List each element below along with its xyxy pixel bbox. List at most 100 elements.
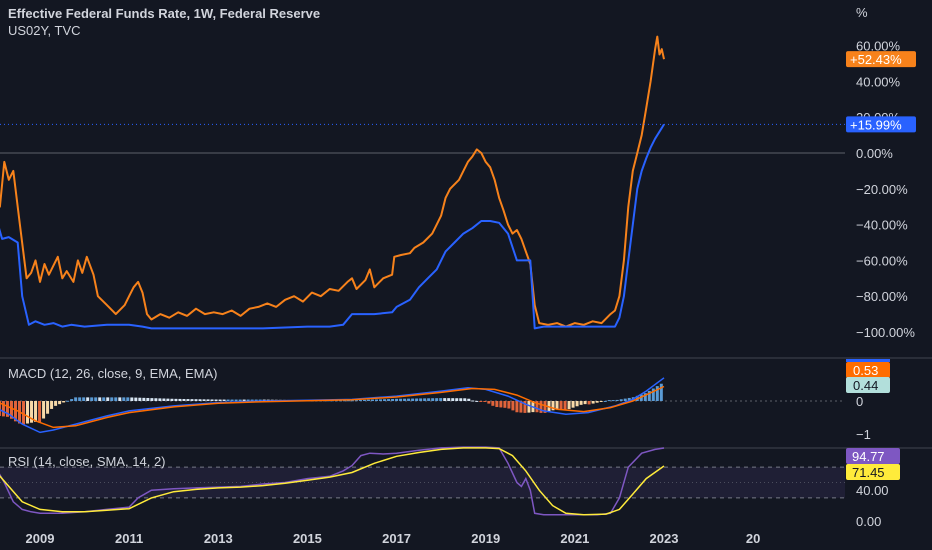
macd-histogram-bar	[194, 399, 198, 401]
macd-histogram-bar	[258, 399, 262, 401]
macd-histogram-bar	[459, 398, 463, 401]
macd-histogram-bar	[342, 400, 346, 402]
macd-histogram-bar	[190, 399, 194, 401]
effr-series-line[interactable]	[0, 35, 665, 328]
macd-histogram-bar	[166, 398, 170, 401]
macd-histogram-bar	[471, 400, 475, 402]
macd-histogram-bar	[427, 398, 431, 401]
effr-last-value-label: +52.43%	[850, 52, 902, 67]
macd-last-value-badge	[846, 362, 890, 378]
macd-histogram-bar	[94, 397, 98, 401]
macd-signal-line[interactable]	[0, 385, 665, 429]
macd-histogram-bar	[186, 399, 190, 401]
macd-histogram-bar	[198, 399, 202, 401]
macd-histogram-bar	[162, 398, 166, 401]
macd-histogram-bar	[411, 398, 415, 401]
macd-histogram-bar	[491, 401, 495, 406]
macd-histogram-bar	[158, 398, 162, 401]
macd-histogram-bar	[559, 401, 563, 410]
macd-histogram-bar	[487, 401, 491, 404]
macd-histogram-bar	[483, 401, 487, 402]
rsi-last-value-badge	[846, 448, 900, 464]
rsi-indicator-label: RSI (14, close, SMA, 14, 2)	[8, 454, 166, 469]
y-tick-label: −100.00%	[856, 325, 915, 340]
macd-histogram-bar	[575, 401, 579, 407]
macd-histogram-bar	[22, 401, 26, 425]
macd-histogram-bar	[407, 398, 411, 401]
macd-histogram-bar	[563, 401, 567, 411]
macd-histogram-bar	[479, 401, 483, 402]
y-tick-label: 40.00%	[856, 74, 901, 89]
macd-histogram-bar	[1, 401, 5, 417]
macd-histogram-bar	[150, 398, 154, 401]
macd-histogram-bar	[659, 383, 663, 401]
chart-title: Effective Federal Funds Rate, 1W, Federa…	[8, 6, 321, 21]
macd-histogram-bar	[54, 401, 58, 406]
macd-histogram-bar	[354, 400, 358, 402]
signal-last-value-badge	[846, 377, 890, 393]
macd-histogram-bar	[551, 401, 555, 411]
macd-histogram-bar	[362, 399, 366, 401]
y-tick-label: 60.00%	[856, 39, 901, 54]
macd-histogram-bar	[366, 399, 370, 401]
macd-histogram-bar	[527, 401, 531, 413]
macd-histogram-bar	[503, 401, 507, 408]
macd-histogram-bar	[26, 401, 30, 424]
macd-histogram-bar	[451, 398, 455, 401]
macd-histogram-bar	[242, 399, 246, 401]
x-tick-label: 20	[746, 531, 760, 546]
macd-histogram-bar	[419, 398, 423, 401]
macd-histogram-bar	[122, 397, 126, 401]
macd-histogram-bar	[230, 399, 234, 401]
macd-histogram-bar	[114, 397, 118, 401]
macd-histogram-bar	[555, 401, 559, 409]
macd-histogram-bar	[9, 401, 13, 419]
macd-histogram-bar	[455, 398, 459, 401]
macd-histogram-bar	[42, 401, 46, 419]
macd-histogram-bar	[375, 399, 379, 401]
macd-histogram-bar	[346, 400, 350, 402]
macd-histogram-bar	[371, 399, 375, 401]
macd-histogram-bar	[435, 398, 439, 401]
macd-histogram-bar	[214, 399, 218, 401]
macd-histogram-bar	[118, 397, 122, 401]
macd-histogram-bar	[102, 397, 106, 401]
rsi-ma-line[interactable]	[0, 447, 665, 516]
macd-histogram-bar	[599, 401, 603, 402]
macd-histogram-bar	[250, 399, 254, 401]
rsi-y-tick-label: 40.00	[856, 483, 889, 498]
y-tick-label: −40.00%	[856, 218, 908, 233]
macd-histogram-bar	[391, 398, 395, 401]
macd-histogram-bar	[499, 401, 503, 408]
macd-histogram-bar	[238, 399, 242, 401]
x-tick-label: 2019	[471, 531, 500, 546]
macd-histogram-bar	[350, 400, 354, 402]
macd-histogram-bar	[178, 398, 182, 401]
y-tick-label: 0.00%	[856, 146, 893, 161]
macd-histogram-bar	[439, 398, 443, 401]
macd-histogram-bar	[583, 401, 587, 405]
us02y-last-value-badge	[846, 116, 916, 133]
macd-histogram-bar	[182, 398, 186, 401]
macd-histogram-bar	[222, 399, 226, 401]
macd-histogram-bar	[511, 401, 515, 411]
macd-histogram-bar	[90, 397, 94, 401]
macd-histogram-bar	[475, 400, 479, 402]
chart-subtitle: US02Y, TVC	[8, 23, 81, 38]
rsi-last-value-label: 94.77	[852, 449, 885, 464]
macd-histogram-bar	[571, 401, 575, 408]
macd-histogram-bar	[539, 401, 543, 413]
macd-histogram-bar	[415, 398, 419, 401]
x-tick-label: 2015	[293, 531, 322, 546]
macd-top-marker	[846, 359, 890, 362]
x-tick-label: 2011	[115, 531, 143, 546]
rsi-band-background	[0, 467, 845, 498]
us02y-series-line[interactable]	[0, 123, 665, 330]
macd-histogram-bar	[651, 388, 655, 401]
macd-histogram-bar	[210, 399, 214, 401]
signal-last-value-label: 0.44	[853, 378, 878, 393]
macd-histogram-bar	[403, 398, 407, 401]
macd-histogram-bar	[647, 390, 651, 401]
macd-last-value-label: 0.53	[853, 363, 878, 378]
